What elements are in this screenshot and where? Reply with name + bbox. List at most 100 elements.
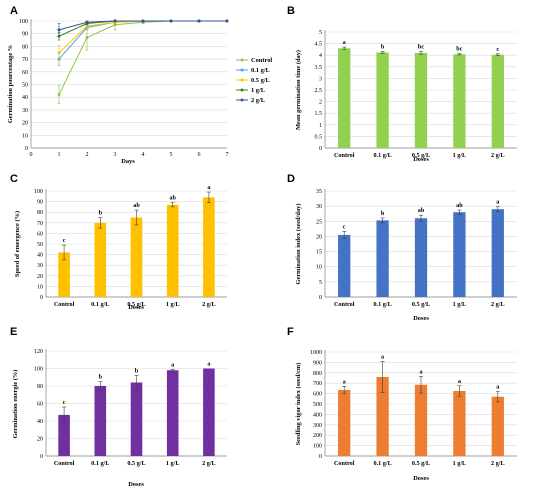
y-tick-label: 10 (316, 265, 322, 271)
series-0-1-g-l (57, 19, 229, 66)
bar (58, 252, 70, 297)
x-tick-label: 4 (142, 152, 145, 158)
bar (203, 197, 215, 297)
y-tick-label: 20 (22, 121, 28, 127)
y-tick-label: 50 (22, 83, 28, 89)
y-tick-label: 800 (313, 371, 322, 377)
significance-letter: b (99, 374, 103, 381)
y-tick-label: 1.5 (315, 111, 323, 117)
y-tick-label: 60 (37, 231, 43, 237)
y-tick-label: 60 (37, 402, 43, 408)
bar (338, 48, 351, 148)
panel-letter: C (10, 173, 18, 185)
significance-letter: a (207, 361, 210, 368)
y-tick-label: 20 (37, 274, 43, 280)
y-tick-label: 120 (34, 349, 43, 355)
series-line (58, 20, 227, 60)
panel-letter: F (287, 326, 294, 338)
y-tick-label: 20 (37, 437, 43, 443)
y-tick-label: 0 (319, 146, 322, 152)
data-point (225, 19, 229, 23)
x-tick-label: 6 (198, 152, 201, 158)
data-point (113, 23, 117, 27)
panel-letter: E (10, 326, 17, 338)
category-label: 2 g/L (491, 460, 505, 467)
y-tick-label: 0 (40, 295, 43, 301)
bar (453, 54, 466, 148)
y-tick-label: 10 (22, 133, 28, 139)
significance-letter: ab (169, 195, 176, 202)
legend-marker (240, 78, 244, 82)
y-tick-label: 100 (19, 19, 28, 25)
y-axis-title: Seedling vigor index (seed/cm) (295, 363, 302, 446)
bar (453, 391, 466, 456)
y-tick-label: 4 (319, 53, 322, 59)
bar (94, 386, 107, 456)
y-tick-label: 100 (34, 189, 43, 195)
legend-label: 2 g/L (251, 97, 265, 104)
significance-letter: c (343, 223, 346, 230)
y-tick-label: 900 (313, 360, 322, 366)
y-axis-title: Germination pourcentage % (7, 45, 14, 123)
y-tick-label: 50 (37, 242, 43, 248)
category-label: 1 g/L (453, 152, 467, 159)
significance-letter: b (135, 368, 139, 375)
legend-entry: 0.5 g/L (236, 77, 270, 84)
data-point (85, 20, 89, 24)
y-tick-label: 0 (319, 454, 322, 460)
y-tick-label: 35 (316, 189, 322, 195)
y-tick-label: 4.5 (315, 42, 323, 48)
significance-letter: b (381, 210, 385, 217)
bar (376, 220, 389, 297)
y-axis-title: Germination index (seed/day) (295, 204, 302, 285)
category-label: 0.1 g/L (373, 460, 391, 467)
significance-letter: b (99, 210, 103, 217)
bar (376, 376, 389, 456)
y-tick-label: 100 (313, 444, 322, 450)
category-label: 2 g/L (491, 301, 505, 308)
y-tick-label: 0 (40, 454, 43, 460)
bar (491, 396, 504, 456)
category-label: 1 g/L (453, 301, 467, 308)
x-tick-label: 3 (114, 152, 117, 158)
chart-panel-e: E 0 20 40 60 80 100 120 c Control b 0.1 g/L b 0.5 g/L… (10, 326, 227, 488)
category-label: 2 g/L (202, 301, 216, 308)
legend-marker (240, 98, 244, 102)
legend-entry: 0.1 g/L (236, 67, 270, 74)
data-point (85, 24, 89, 28)
legend-marker (240, 58, 244, 62)
bar (203, 368, 215, 456)
y-tick-label: 5 (319, 280, 322, 286)
significance-letter: c (63, 399, 66, 406)
significance-letter: a (381, 353, 384, 360)
chart-panel-a: A 0 10 20 30 40 50 60 70 80 90 100 0 1 2 3 4 5 6 7 Control 0.… (7, 5, 272, 165)
y-tick-label: 1 (319, 123, 322, 129)
data-point (113, 19, 117, 23)
legend-entry: Control (236, 57, 272, 64)
legend-label: Control (251, 57, 272, 64)
significance-letter: c (496, 46, 499, 53)
y-tick-label: 0.5 (315, 134, 323, 140)
significance-letter: bc (418, 43, 424, 50)
category-label: 0.5 g/L (412, 301, 430, 308)
data-point (57, 51, 61, 55)
y-tick-label: 400 (313, 412, 322, 418)
category-label: Control (334, 460, 355, 467)
significance-letter: a (207, 184, 210, 191)
y-tick-label: 3 (319, 76, 322, 82)
data-point (169, 19, 173, 23)
category-label: 0.5 g/L (127, 301, 145, 308)
significance-letter: a (171, 361, 174, 368)
significance-letter: ab (418, 207, 425, 214)
y-tick-label: 90 (37, 200, 43, 206)
significance-letter: a (343, 378, 346, 385)
legend-label: 0.1 g/L (251, 67, 270, 74)
y-tick-label: 30 (316, 204, 322, 210)
y-tick-label: 30 (37, 263, 43, 269)
significance-letter: a (496, 384, 499, 391)
significance-letter: a (419, 368, 422, 375)
y-tick-label: 80 (37, 210, 43, 216)
category-label: 2 g/L (202, 460, 216, 467)
bar (130, 382, 143, 456)
significance-letter: a (496, 199, 499, 206)
